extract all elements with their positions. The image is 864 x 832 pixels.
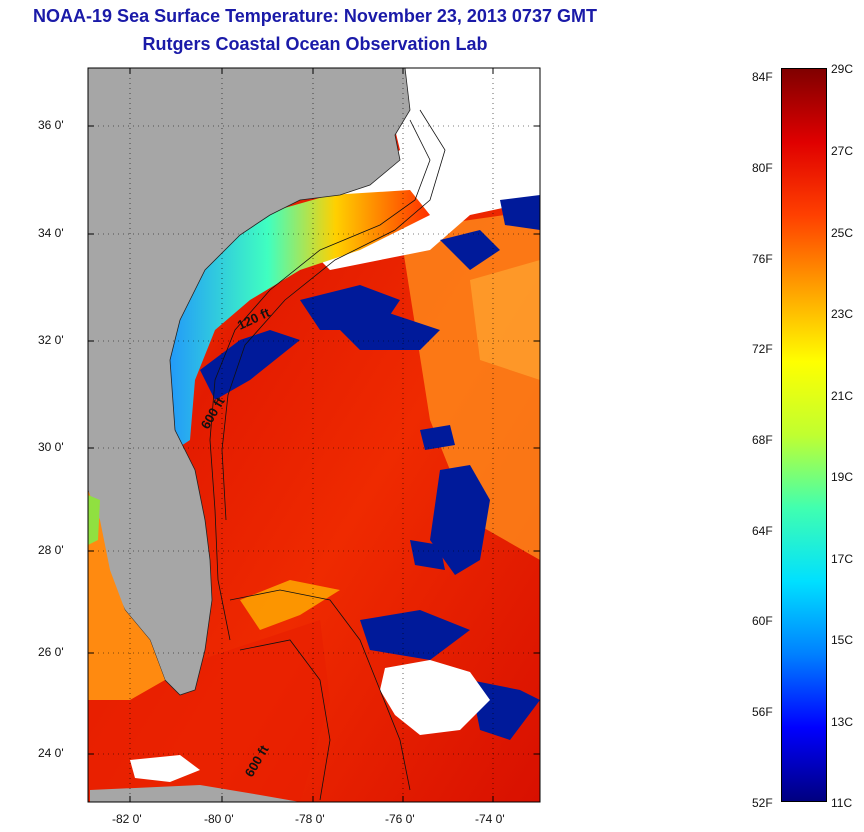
- coastal-cold-band: [160, 190, 430, 450]
- temperature-colorbar: [781, 68, 827, 802]
- lat-label-34: 34 0': [38, 226, 64, 240]
- map-frame: [87, 67, 541, 803]
- cb-f-72: 72F: [752, 342, 773, 356]
- lon-label-80: -80 0': [204, 812, 234, 826]
- cb-c-15: 15C: [831, 633, 854, 647]
- cb-c-17: 17C: [831, 552, 854, 566]
- cb-c-27: 27C: [831, 144, 854, 158]
- cb-f-60: 60F: [752, 614, 773, 628]
- warm-region-2: [470, 260, 540, 380]
- cloud-cover-south: [130, 755, 200, 782]
- cloud-cover-bahamas: [380, 660, 490, 735]
- gulf-green: [88, 495, 100, 545]
- map-title: NOAA-19 Sea Surface Temperature: Novembe…: [33, 6, 597, 26]
- cb-c-23: 23C: [831, 307, 854, 321]
- cuba-land: [90, 785, 300, 802]
- cb-c-21: 21C: [831, 389, 854, 403]
- lat-label-28: 28 0': [38, 543, 64, 557]
- southern-cool-strips: [240, 580, 340, 630]
- cb-c-29: 29C: [831, 62, 854, 76]
- cb-c-19: 19C: [831, 470, 854, 484]
- lon-label-76: -76 0': [385, 812, 415, 826]
- cb-f-64: 64F: [752, 524, 773, 538]
- lat-label-26: 26 0': [38, 645, 64, 659]
- cb-c-11: 11C: [831, 796, 853, 810]
- cb-c-13: 13C: [831, 715, 854, 729]
- cb-f-68: 68F: [752, 433, 773, 447]
- cb-c-25: 25C: [831, 226, 854, 240]
- lon-label-82: -82 0': [112, 812, 142, 826]
- lat-label-32: 32 0': [38, 333, 64, 347]
- cold-patches: [200, 195, 540, 740]
- lon-label-78: -78 0': [295, 812, 325, 826]
- cb-f-56: 56F: [752, 705, 773, 719]
- lat-label-24: 24 0': [38, 746, 64, 760]
- lon-label-74: -74 0': [475, 812, 505, 826]
- tick-marks: [88, 68, 540, 802]
- map-subtitle: Rutgers Coastal Ocean Observation Lab: [142, 34, 488, 54]
- cb-f-52: 52F: [752, 796, 773, 810]
- graticule: [88, 68, 540, 802]
- lat-label-36: 36 0': [38, 118, 64, 132]
- cb-f-76: 76F: [752, 252, 773, 266]
- cb-f-84: 84F: [752, 70, 773, 84]
- gulf-water: [88, 490, 165, 700]
- lat-label-30: 30 0': [38, 440, 64, 454]
- isobath-contours: [209, 109, 446, 801]
- cb-f-80: 80F: [752, 161, 773, 175]
